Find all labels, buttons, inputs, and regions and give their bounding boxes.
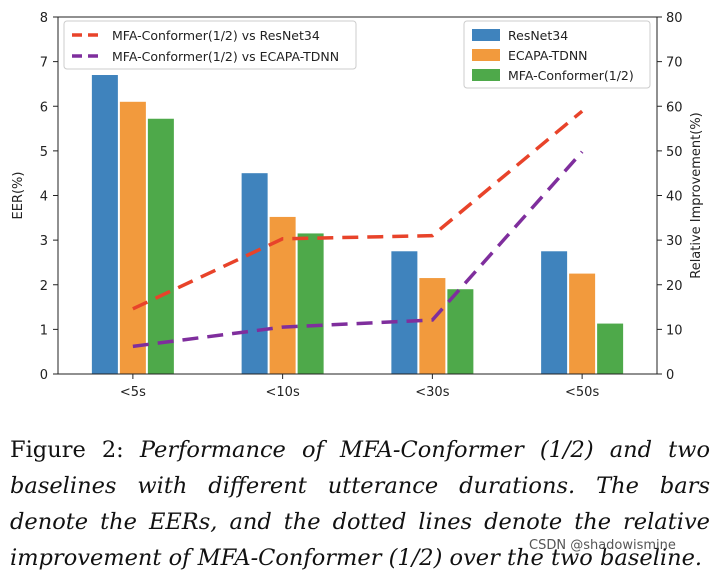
bar-resnet34-0 bbox=[91, 75, 118, 374]
x-tick-label: <10s bbox=[266, 385, 300, 400]
line-legend-box bbox=[63, 20, 357, 70]
right-axis-label: Relative Improvement(%) bbox=[689, 112, 704, 279]
bar-resnet34-2 bbox=[391, 251, 418, 374]
line-1 bbox=[132, 150, 584, 349]
right-tick-label: 70 bbox=[666, 56, 683, 71]
right-tick-label: 10 bbox=[666, 323, 683, 338]
bar-legend-box bbox=[463, 20, 651, 89]
bar-ecapa-tdnn-3 bbox=[569, 273, 596, 374]
bar-legend-label: ECAPA-TDNN bbox=[508, 48, 588, 63]
left-tick-label: 5 bbox=[40, 145, 48, 160]
watermark: CSDN @shadowismine bbox=[529, 538, 676, 553]
bar-legend-swatch bbox=[472, 49, 500, 61]
right-tick-label: 30 bbox=[666, 234, 683, 249]
bar-legend-swatch bbox=[472, 69, 500, 81]
x-axis: <5s <10s <30s <50s bbox=[120, 374, 599, 400]
line-0 bbox=[132, 109, 584, 311]
bar-mfa-conformer-1-2--3 bbox=[597, 323, 624, 374]
right-tick-label: 50 bbox=[666, 145, 683, 160]
bar-legend-label: ResNet34 bbox=[508, 28, 568, 43]
left-tick-label: 8 bbox=[40, 11, 48, 26]
bar-legend-swatch bbox=[472, 29, 500, 41]
improvement-lines-layer bbox=[132, 109, 584, 349]
x-tick-label: <5s bbox=[120, 385, 146, 400]
right-tick-label: 40 bbox=[666, 190, 683, 205]
line-legend-label: MFA-Conformer(1/2) vs ResNet34 bbox=[112, 28, 320, 43]
right-y-axis: 0 10 20 30 40 50 60 70 80 bbox=[657, 11, 683, 383]
bar-resnet34-1 bbox=[241, 173, 268, 374]
left-tick-label: 3 bbox=[40, 234, 48, 249]
x-tick-label: <30s bbox=[415, 385, 449, 400]
right-tick-label: 80 bbox=[666, 11, 683, 26]
bar-mfa-conformer-1-2--0 bbox=[147, 118, 174, 375]
figure-caption: Figure 2: Performance of MFA-Conformer (… bbox=[10, 432, 710, 576]
right-tick-label: 0 bbox=[666, 368, 674, 383]
left-axis-label: EER(%) bbox=[11, 172, 26, 220]
bar-ecapa-tdnn-0 bbox=[119, 101, 146, 374]
caption-label: Figure 2: bbox=[10, 437, 140, 463]
left-tick-label: 6 bbox=[40, 100, 48, 115]
bar-mfa-conformer-1-2--1 bbox=[297, 233, 324, 374]
left-tick-label: 4 bbox=[40, 190, 48, 205]
bar-legend: ResNet34 ECAPA-TDNN MFA-Conformer(1/2) bbox=[463, 20, 651, 89]
right-tick-label: 20 bbox=[666, 279, 683, 294]
left-y-axis: 0 1 2 3 4 5 6 7 8 bbox=[40, 11, 58, 383]
right-tick-label: 60 bbox=[666, 100, 683, 115]
line-legend-label: MFA-Conformer(1/2) vs ECAPA-TDNN bbox=[112, 49, 339, 64]
left-tick-label: 2 bbox=[40, 279, 48, 294]
left-tick-label: 7 bbox=[40, 56, 48, 71]
left-tick-label: 0 bbox=[40, 368, 48, 383]
left-tick-label: 1 bbox=[40, 323, 48, 338]
bar-mfa-conformer-1-2--2 bbox=[447, 289, 474, 374]
line-legend: MFA-Conformer(1/2) vs ResNet34 MFA-Confor… bbox=[63, 20, 357, 70]
bar-ecapa-tdnn-2 bbox=[419, 278, 446, 374]
bars-layer bbox=[91, 75, 624, 375]
bar-resnet34-3 bbox=[541, 251, 568, 374]
bar-legend-label: MFA-Conformer(1/2) bbox=[508, 68, 634, 83]
x-tick-label: <50s bbox=[565, 385, 599, 400]
